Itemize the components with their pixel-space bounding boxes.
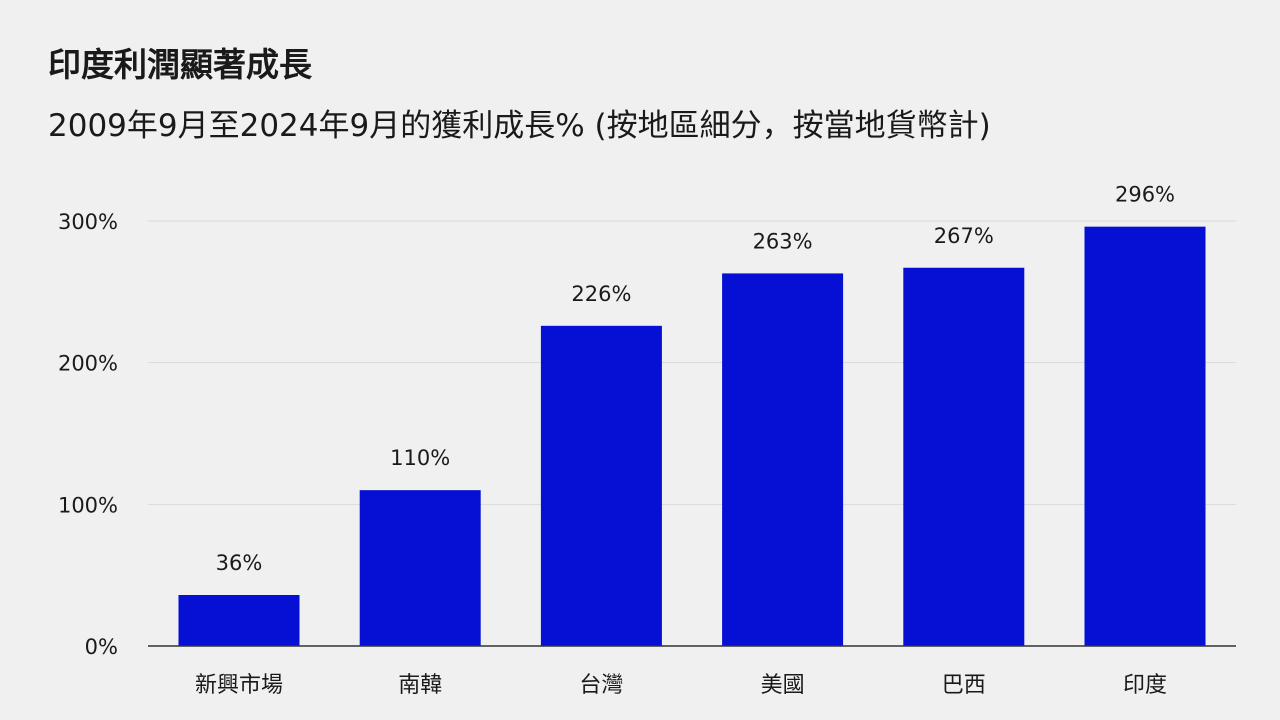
x-tick-label: 台灣 <box>579 673 623 698</box>
bar <box>722 273 844 646</box>
data-label: 36% <box>216 551 263 575</box>
y-tick-label: 100% <box>58 493 118 517</box>
y-tick-label: 200% <box>58 352 118 376</box>
data-label: 110% <box>390 446 450 470</box>
bar <box>178 595 300 646</box>
data-label: 226% <box>571 282 631 306</box>
data-label: 296% <box>1115 183 1175 207</box>
bar <box>903 267 1025 646</box>
x-tick-label: 印度 <box>1123 673 1167 698</box>
y-tick-label: 300% <box>58 210 118 234</box>
x-tick-label: 美國 <box>761 673 805 698</box>
x-tick-label: 巴西 <box>942 673 986 698</box>
data-label: 263% <box>753 229 813 253</box>
bar <box>540 325 662 646</box>
chart-subtitle: 2009年9月至2024年9月的獲利成長% (按地區細分，按當地貨幣計) <box>48 108 991 144</box>
x-tick-label: 新興市場 <box>195 673 283 698</box>
bar <box>1084 226 1206 646</box>
bar <box>359 490 481 646</box>
data-label: 267% <box>934 224 994 248</box>
x-tick-label: 南韓 <box>398 673 442 698</box>
y-tick-label: 0% <box>85 635 118 659</box>
chart-title: 印度利潤顯著成長 <box>48 45 312 84</box>
